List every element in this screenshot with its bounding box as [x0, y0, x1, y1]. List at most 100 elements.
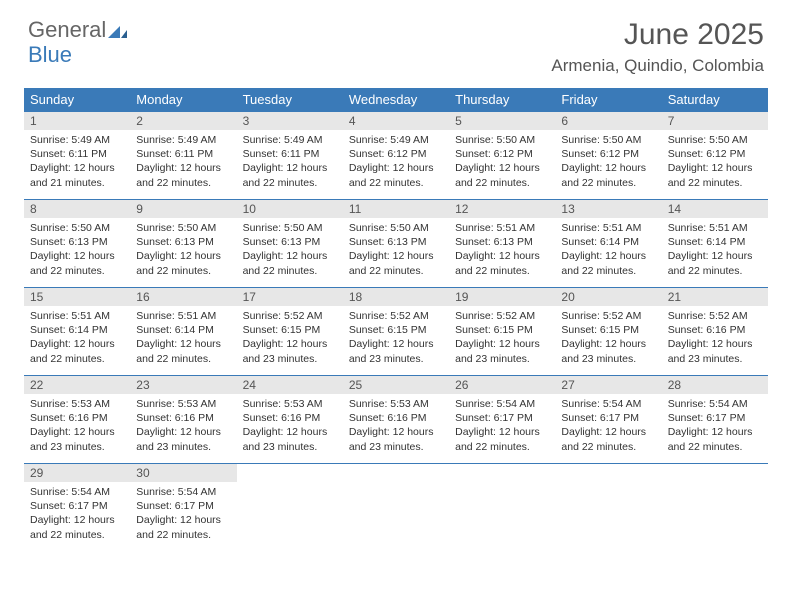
- logo-sail-icon: [108, 20, 128, 43]
- day-body: Sunrise: 5:52 AMSunset: 6:15 PMDaylight:…: [237, 306, 343, 369]
- day-body: Sunrise: 5:54 AMSunset: 6:17 PMDaylight:…: [555, 394, 661, 457]
- day-body: Sunrise: 5:49 AMSunset: 6:11 PMDaylight:…: [237, 130, 343, 193]
- daylight-text: Daylight: 12 hours and 22 minutes.: [136, 249, 230, 277]
- sunset-text: Sunset: 6:14 PM: [136, 323, 230, 337]
- calendar-cell: 24Sunrise: 5:53 AMSunset: 6:16 PMDayligh…: [237, 376, 343, 464]
- day-body: Sunrise: 5:54 AMSunset: 6:17 PMDaylight:…: [449, 394, 555, 457]
- weekday-header: Thursday: [449, 88, 555, 112]
- day-body: Sunrise: 5:50 AMSunset: 6:13 PMDaylight:…: [343, 218, 449, 281]
- calendar-cell: 1Sunrise: 5:49 AMSunset: 6:11 PMDaylight…: [24, 112, 130, 200]
- day-body: Sunrise: 5:53 AMSunset: 6:16 PMDaylight:…: [130, 394, 236, 457]
- calendar-cell: 27Sunrise: 5:54 AMSunset: 6:17 PMDayligh…: [555, 376, 661, 464]
- day-body: Sunrise: 5:54 AMSunset: 6:17 PMDaylight:…: [24, 482, 130, 545]
- day-number: 25: [343, 376, 449, 394]
- sunrise-text: Sunrise: 5:52 AM: [561, 309, 655, 323]
- daylight-text: Daylight: 12 hours and 23 minutes.: [668, 337, 762, 365]
- day-number: 27: [555, 376, 661, 394]
- day-number: 17: [237, 288, 343, 306]
- day-number: 19: [449, 288, 555, 306]
- sunset-text: Sunset: 6:15 PM: [349, 323, 443, 337]
- sunset-text: Sunset: 6:17 PM: [30, 499, 124, 513]
- calendar-week-row: 29Sunrise: 5:54 AMSunset: 6:17 PMDayligh…: [24, 464, 768, 552]
- calendar-cell: 10Sunrise: 5:50 AMSunset: 6:13 PMDayligh…: [237, 200, 343, 288]
- month-title: June 2025: [551, 18, 764, 52]
- sunrise-text: Sunrise: 5:49 AM: [243, 133, 337, 147]
- day-body: Sunrise: 5:51 AMSunset: 6:14 PMDaylight:…: [662, 218, 768, 281]
- calendar-cell: [662, 464, 768, 552]
- daylight-text: Daylight: 12 hours and 23 minutes.: [349, 337, 443, 365]
- sunrise-text: Sunrise: 5:53 AM: [243, 397, 337, 411]
- sunset-text: Sunset: 6:16 PM: [349, 411, 443, 425]
- sunset-text: Sunset: 6:17 PM: [668, 411, 762, 425]
- sunrise-text: Sunrise: 5:54 AM: [136, 485, 230, 499]
- sunset-text: Sunset: 6:13 PM: [30, 235, 124, 249]
- calendar-body: 1Sunrise: 5:49 AMSunset: 6:11 PMDaylight…: [24, 112, 768, 552]
- daylight-text: Daylight: 12 hours and 22 minutes.: [455, 161, 549, 189]
- sunset-text: Sunset: 6:14 PM: [668, 235, 762, 249]
- daylight-text: Daylight: 12 hours and 22 minutes.: [243, 249, 337, 277]
- calendar-cell: 20Sunrise: 5:52 AMSunset: 6:15 PMDayligh…: [555, 288, 661, 376]
- calendar-cell: 19Sunrise: 5:52 AMSunset: 6:15 PMDayligh…: [449, 288, 555, 376]
- daylight-text: Daylight: 12 hours and 22 minutes.: [30, 249, 124, 277]
- daylight-text: Daylight: 12 hours and 23 minutes.: [136, 425, 230, 453]
- sunset-text: Sunset: 6:12 PM: [455, 147, 549, 161]
- sunset-text: Sunset: 6:12 PM: [561, 147, 655, 161]
- day-number: 6: [555, 112, 661, 130]
- day-number: 5: [449, 112, 555, 130]
- day-body: Sunrise: 5:50 AMSunset: 6:12 PMDaylight:…: [449, 130, 555, 193]
- day-body: Sunrise: 5:50 AMSunset: 6:13 PMDaylight:…: [237, 218, 343, 281]
- day-number: 20: [555, 288, 661, 306]
- calendar-cell: 13Sunrise: 5:51 AMSunset: 6:14 PMDayligh…: [555, 200, 661, 288]
- sunrise-text: Sunrise: 5:50 AM: [455, 133, 549, 147]
- daylight-text: Daylight: 12 hours and 22 minutes.: [455, 425, 549, 453]
- calendar-cell: 30Sunrise: 5:54 AMSunset: 6:17 PMDayligh…: [130, 464, 236, 552]
- daylight-text: Daylight: 12 hours and 23 minutes.: [561, 337, 655, 365]
- calendar-cell: 26Sunrise: 5:54 AMSunset: 6:17 PMDayligh…: [449, 376, 555, 464]
- day-number: 29: [24, 464, 130, 482]
- day-number: 26: [449, 376, 555, 394]
- day-body: Sunrise: 5:49 AMSunset: 6:11 PMDaylight:…: [130, 130, 236, 193]
- day-number: 14: [662, 200, 768, 218]
- day-body: Sunrise: 5:52 AMSunset: 6:16 PMDaylight:…: [662, 306, 768, 369]
- sunset-text: Sunset: 6:13 PM: [136, 235, 230, 249]
- daylight-text: Daylight: 12 hours and 23 minutes.: [30, 425, 124, 453]
- sunrise-text: Sunrise: 5:54 AM: [561, 397, 655, 411]
- calendar-cell: [343, 464, 449, 552]
- sunrise-text: Sunrise: 5:50 AM: [349, 221, 443, 235]
- calendar-cell: 15Sunrise: 5:51 AMSunset: 6:14 PMDayligh…: [24, 288, 130, 376]
- day-number: 3: [237, 112, 343, 130]
- calendar-week-row: 15Sunrise: 5:51 AMSunset: 6:14 PMDayligh…: [24, 288, 768, 376]
- sunrise-text: Sunrise: 5:50 AM: [668, 133, 762, 147]
- sunset-text: Sunset: 6:15 PM: [243, 323, 337, 337]
- daylight-text: Daylight: 12 hours and 22 minutes.: [668, 161, 762, 189]
- sunrise-text: Sunrise: 5:49 AM: [136, 133, 230, 147]
- sunrise-text: Sunrise: 5:50 AM: [136, 221, 230, 235]
- sunset-text: Sunset: 6:11 PM: [243, 147, 337, 161]
- day-number: 15: [24, 288, 130, 306]
- day-number: 12: [449, 200, 555, 218]
- calendar-cell: 25Sunrise: 5:53 AMSunset: 6:16 PMDayligh…: [343, 376, 449, 464]
- day-number: 30: [130, 464, 236, 482]
- sunset-text: Sunset: 6:13 PM: [243, 235, 337, 249]
- calendar-cell: 21Sunrise: 5:52 AMSunset: 6:16 PMDayligh…: [662, 288, 768, 376]
- daylight-text: Daylight: 12 hours and 22 minutes.: [455, 249, 549, 277]
- logo-text-part1: General: [28, 17, 106, 42]
- day-body: Sunrise: 5:50 AMSunset: 6:12 PMDaylight:…: [555, 130, 661, 193]
- sunset-text: Sunset: 6:16 PM: [30, 411, 124, 425]
- weekday-header: Monday: [130, 88, 236, 112]
- calendar-cell: 9Sunrise: 5:50 AMSunset: 6:13 PMDaylight…: [130, 200, 236, 288]
- day-number: 24: [237, 376, 343, 394]
- sunset-text: Sunset: 6:14 PM: [561, 235, 655, 249]
- sunrise-text: Sunrise: 5:52 AM: [243, 309, 337, 323]
- day-body: Sunrise: 5:49 AMSunset: 6:11 PMDaylight:…: [24, 130, 130, 193]
- calendar-cell: 5Sunrise: 5:50 AMSunset: 6:12 PMDaylight…: [449, 112, 555, 200]
- day-body: Sunrise: 5:50 AMSunset: 6:13 PMDaylight:…: [130, 218, 236, 281]
- calendar-cell: 3Sunrise: 5:49 AMSunset: 6:11 PMDaylight…: [237, 112, 343, 200]
- calendar-cell: 4Sunrise: 5:49 AMSunset: 6:12 PMDaylight…: [343, 112, 449, 200]
- daylight-text: Daylight: 12 hours and 22 minutes.: [136, 161, 230, 189]
- daylight-text: Daylight: 12 hours and 23 minutes.: [349, 425, 443, 453]
- day-body: Sunrise: 5:53 AMSunset: 6:16 PMDaylight:…: [343, 394, 449, 457]
- sunset-text: Sunset: 6:17 PM: [455, 411, 549, 425]
- sunset-text: Sunset: 6:11 PM: [30, 147, 124, 161]
- day-number: 4: [343, 112, 449, 130]
